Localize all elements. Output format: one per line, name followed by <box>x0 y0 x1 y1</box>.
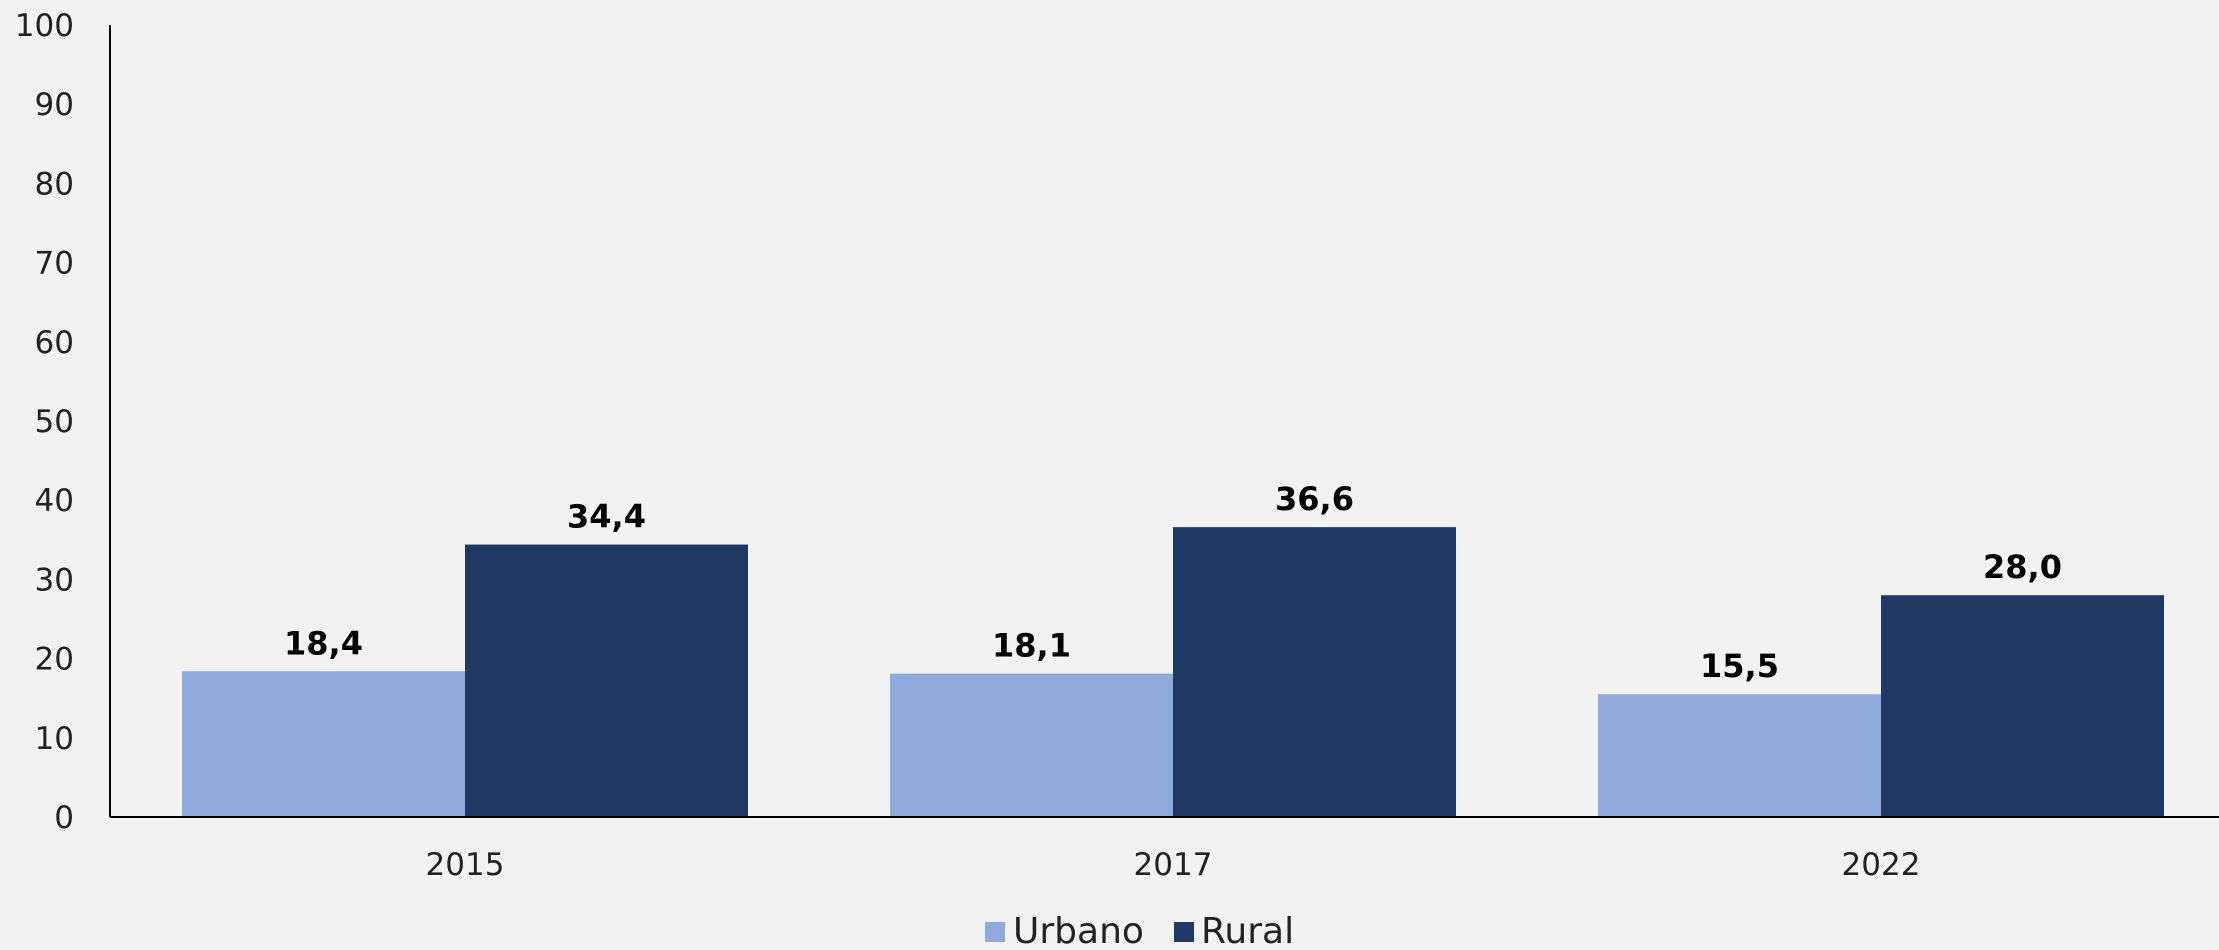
y-tick-label: 80 <box>35 166 74 202</box>
legend: Urbano Rural <box>985 911 1294 950</box>
bar-rural-2015 <box>465 544 748 817</box>
data-label: 34,4 <box>567 498 646 536</box>
data-label: 18,4 <box>284 624 363 662</box>
bar-rural-2017 <box>1173 527 1456 817</box>
y-tick-label: 40 <box>35 483 74 519</box>
y-tick-label: 0 <box>54 800 74 836</box>
y-tick-label: 100 <box>15 8 74 44</box>
y-tick-label: 30 <box>35 562 74 598</box>
bar-urbano-2022 <box>1598 694 1881 817</box>
y-tick-label: 60 <box>35 325 74 361</box>
x-category-label: 2017 <box>1134 847 1213 883</box>
legend-swatch-rural <box>1174 922 1194 942</box>
data-label: 15,5 <box>1700 647 1779 685</box>
bar-rural-2022 <box>1881 595 2164 817</box>
legend-swatch-urbano <box>985 922 1005 942</box>
legend-label-urbano: Urbano <box>1013 911 1144 946</box>
y-tick-label: 90 <box>35 87 74 123</box>
x-axis-categories: 2015 2017 2022 <box>426 847 1921 883</box>
bar-urbano-2017 <box>890 673 1173 817</box>
data-label: 28,0 <box>1983 548 2062 586</box>
data-labels: 18,4 34,4 18,1 36,6 15,5 28,0 <box>284 480 2062 685</box>
data-label: 36,6 <box>1275 480 1354 518</box>
x-category-label: 2015 <box>426 847 505 883</box>
bar-urbano-2015 <box>182 671 465 817</box>
data-label: 18,1 <box>992 627 1071 665</box>
y-tick-label: 20 <box>35 642 74 678</box>
bars <box>182 527 2164 817</box>
axes <box>109 25 2219 818</box>
y-tick-label: 50 <box>35 404 74 440</box>
y-tick-label: 70 <box>35 246 74 282</box>
x-category-label: 2022 <box>1842 847 1921 883</box>
y-tick-label: 10 <box>35 721 74 757</box>
legend-label-rural: Rural <box>1201 911 1294 946</box>
y-axis-ticks: 0 10 20 30 40 50 60 70 80 90 100 <box>15 8 74 836</box>
